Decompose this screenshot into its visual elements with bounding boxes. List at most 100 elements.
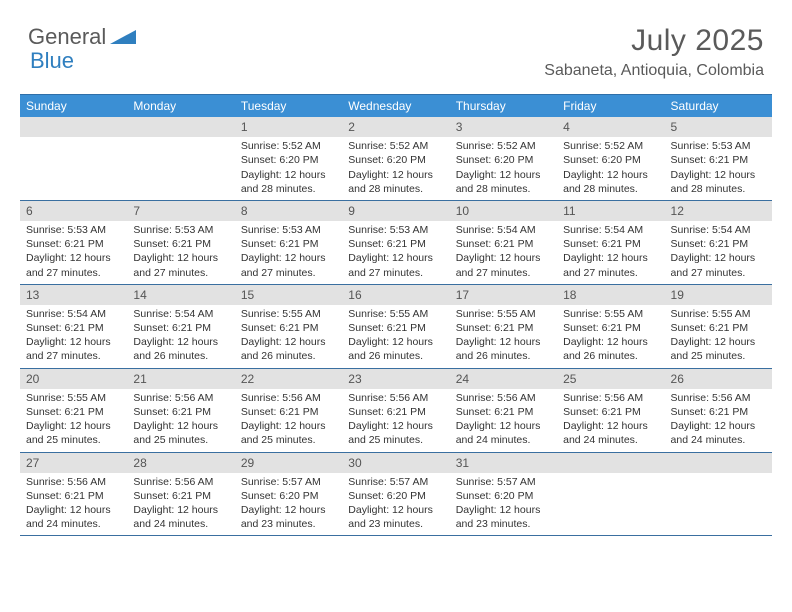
day-body: Sunrise: 5:57 AMSunset: 6:20 PMDaylight:…	[235, 473, 342, 536]
day-body: Sunrise: 5:57 AMSunset: 6:20 PMDaylight:…	[342, 473, 449, 536]
day-header-row: SundayMondayTuesdayWednesdayThursdayFrid…	[20, 95, 772, 117]
day-cell: 1Sunrise: 5:52 AMSunset: 6:20 PMDaylight…	[235, 117, 342, 200]
day-cell: 2Sunrise: 5:52 AMSunset: 6:20 PMDaylight…	[342, 117, 449, 200]
day-body: Sunrise: 5:53 AMSunset: 6:21 PMDaylight:…	[127, 221, 234, 284]
week-row: 1Sunrise: 5:52 AMSunset: 6:20 PMDaylight…	[20, 117, 772, 201]
sunrise-line: Sunrise: 5:56 AM	[133, 391, 228, 405]
day-body: Sunrise: 5:56 AMSunset: 6:21 PMDaylight:…	[127, 473, 234, 536]
sunset-line: Sunset: 6:21 PM	[241, 237, 336, 251]
sunrise-line: Sunrise: 5:53 AM	[26, 223, 121, 237]
day-header-thursday: Thursday	[450, 95, 557, 117]
day-number: 14	[127, 285, 234, 305]
logo-triangle-icon	[110, 26, 136, 49]
sunrise-line: Sunrise: 5:52 AM	[348, 139, 443, 153]
sunset-line: Sunset: 6:21 PM	[671, 321, 766, 335]
day-body: Sunrise: 5:55 AMSunset: 6:21 PMDaylight:…	[20, 389, 127, 452]
daylight-line: Daylight: 12 hours and 27 minutes.	[133, 251, 228, 279]
day-number-empty	[557, 453, 664, 473]
week-row: 20Sunrise: 5:55 AMSunset: 6:21 PMDayligh…	[20, 369, 772, 453]
day-number: 9	[342, 201, 449, 221]
day-header-saturday: Saturday	[665, 95, 772, 117]
day-number: 13	[20, 285, 127, 305]
day-body: Sunrise: 5:54 AMSunset: 6:21 PMDaylight:…	[20, 305, 127, 368]
daylight-line: Daylight: 12 hours and 23 minutes.	[456, 503, 551, 531]
day-number: 15	[235, 285, 342, 305]
day-body: Sunrise: 5:54 AMSunset: 6:21 PMDaylight:…	[450, 221, 557, 284]
logo-text-general: General	[28, 24, 106, 50]
day-number: 7	[127, 201, 234, 221]
day-number: 30	[342, 453, 449, 473]
sunset-line: Sunset: 6:21 PM	[133, 237, 228, 251]
day-cell: 21Sunrise: 5:56 AMSunset: 6:21 PMDayligh…	[127, 369, 234, 452]
daylight-line: Daylight: 12 hours and 28 minutes.	[348, 168, 443, 196]
sunrise-line: Sunrise: 5:55 AM	[241, 307, 336, 321]
day-number-empty	[20, 117, 127, 137]
day-number: 11	[557, 201, 664, 221]
day-number: 1	[235, 117, 342, 137]
day-number: 18	[557, 285, 664, 305]
sunset-line: Sunset: 6:21 PM	[563, 237, 658, 251]
daylight-line: Daylight: 12 hours and 23 minutes.	[348, 503, 443, 531]
day-body: Sunrise: 5:57 AMSunset: 6:20 PMDaylight:…	[450, 473, 557, 536]
sunrise-line: Sunrise: 5:57 AM	[241, 475, 336, 489]
calendar-grid: SundayMondayTuesdayWednesdayThursdayFrid…	[20, 94, 772, 536]
sunset-line: Sunset: 6:21 PM	[133, 489, 228, 503]
week-row: 13Sunrise: 5:54 AMSunset: 6:21 PMDayligh…	[20, 285, 772, 369]
day-cell: 12Sunrise: 5:54 AMSunset: 6:21 PMDayligh…	[665, 201, 772, 284]
daylight-line: Daylight: 12 hours and 26 minutes.	[348, 335, 443, 363]
day-number: 24	[450, 369, 557, 389]
day-cell: 15Sunrise: 5:55 AMSunset: 6:21 PMDayligh…	[235, 285, 342, 368]
sunset-line: Sunset: 6:21 PM	[26, 489, 121, 503]
day-cell: 7Sunrise: 5:53 AMSunset: 6:21 PMDaylight…	[127, 201, 234, 284]
day-body: Sunrise: 5:52 AMSunset: 6:20 PMDaylight:…	[235, 137, 342, 200]
header: General July 2025 Sabaneta, Antioquia, C…	[0, 0, 792, 86]
sunset-line: Sunset: 6:21 PM	[133, 405, 228, 419]
day-number: 12	[665, 201, 772, 221]
sunset-line: Sunset: 6:21 PM	[671, 237, 766, 251]
day-number: 22	[235, 369, 342, 389]
day-number-empty	[127, 117, 234, 137]
daylight-line: Daylight: 12 hours and 27 minutes.	[456, 251, 551, 279]
sunrise-line: Sunrise: 5:56 AM	[456, 391, 551, 405]
day-body: Sunrise: 5:56 AMSunset: 6:21 PMDaylight:…	[235, 389, 342, 452]
sunrise-line: Sunrise: 5:55 AM	[563, 307, 658, 321]
day-cell: 30Sunrise: 5:57 AMSunset: 6:20 PMDayligh…	[342, 453, 449, 536]
day-number: 29	[235, 453, 342, 473]
day-body: Sunrise: 5:53 AMSunset: 6:21 PMDaylight:…	[342, 221, 449, 284]
sunset-line: Sunset: 6:21 PM	[26, 321, 121, 335]
sunrise-line: Sunrise: 5:55 AM	[26, 391, 121, 405]
day-body: Sunrise: 5:52 AMSunset: 6:20 PMDaylight:…	[557, 137, 664, 200]
day-cell: 17Sunrise: 5:55 AMSunset: 6:21 PMDayligh…	[450, 285, 557, 368]
sunrise-line: Sunrise: 5:54 AM	[26, 307, 121, 321]
day-cell-empty	[20, 117, 127, 200]
sunrise-line: Sunrise: 5:56 AM	[241, 391, 336, 405]
location-text: Sabaneta, Antioquia, Colombia	[544, 62, 764, 80]
sunset-line: Sunset: 6:20 PM	[348, 489, 443, 503]
sunset-line: Sunset: 6:21 PM	[671, 153, 766, 167]
sunrise-line: Sunrise: 5:53 AM	[133, 223, 228, 237]
daylight-line: Daylight: 12 hours and 28 minutes.	[241, 168, 336, 196]
day-body: Sunrise: 5:52 AMSunset: 6:20 PMDaylight:…	[342, 137, 449, 200]
day-body: Sunrise: 5:56 AMSunset: 6:21 PMDaylight:…	[20, 473, 127, 536]
sunset-line: Sunset: 6:21 PM	[456, 237, 551, 251]
sunset-line: Sunset: 6:21 PM	[563, 321, 658, 335]
day-cell-empty	[127, 117, 234, 200]
daylight-line: Daylight: 12 hours and 28 minutes.	[563, 168, 658, 196]
sunrise-line: Sunrise: 5:57 AM	[348, 475, 443, 489]
day-cell: 18Sunrise: 5:55 AMSunset: 6:21 PMDayligh…	[557, 285, 664, 368]
day-body: Sunrise: 5:53 AMSunset: 6:21 PMDaylight:…	[665, 137, 772, 200]
sunset-line: Sunset: 6:21 PM	[26, 405, 121, 419]
sunrise-line: Sunrise: 5:55 AM	[456, 307, 551, 321]
daylight-line: Daylight: 12 hours and 24 minutes.	[563, 419, 658, 447]
daylight-line: Daylight: 12 hours and 25 minutes.	[26, 419, 121, 447]
logo-text-blue: Blue	[30, 48, 74, 74]
daylight-line: Daylight: 12 hours and 25 minutes.	[241, 419, 336, 447]
day-body: Sunrise: 5:53 AMSunset: 6:21 PMDaylight:…	[235, 221, 342, 284]
daylight-line: Daylight: 12 hours and 24 minutes.	[133, 503, 228, 531]
daylight-line: Daylight: 12 hours and 25 minutes.	[671, 335, 766, 363]
day-header-monday: Monday	[127, 95, 234, 117]
sunrise-line: Sunrise: 5:54 AM	[456, 223, 551, 237]
daylight-line: Daylight: 12 hours and 28 minutes.	[456, 168, 551, 196]
day-cell: 23Sunrise: 5:56 AMSunset: 6:21 PMDayligh…	[342, 369, 449, 452]
daylight-line: Daylight: 12 hours and 26 minutes.	[241, 335, 336, 363]
